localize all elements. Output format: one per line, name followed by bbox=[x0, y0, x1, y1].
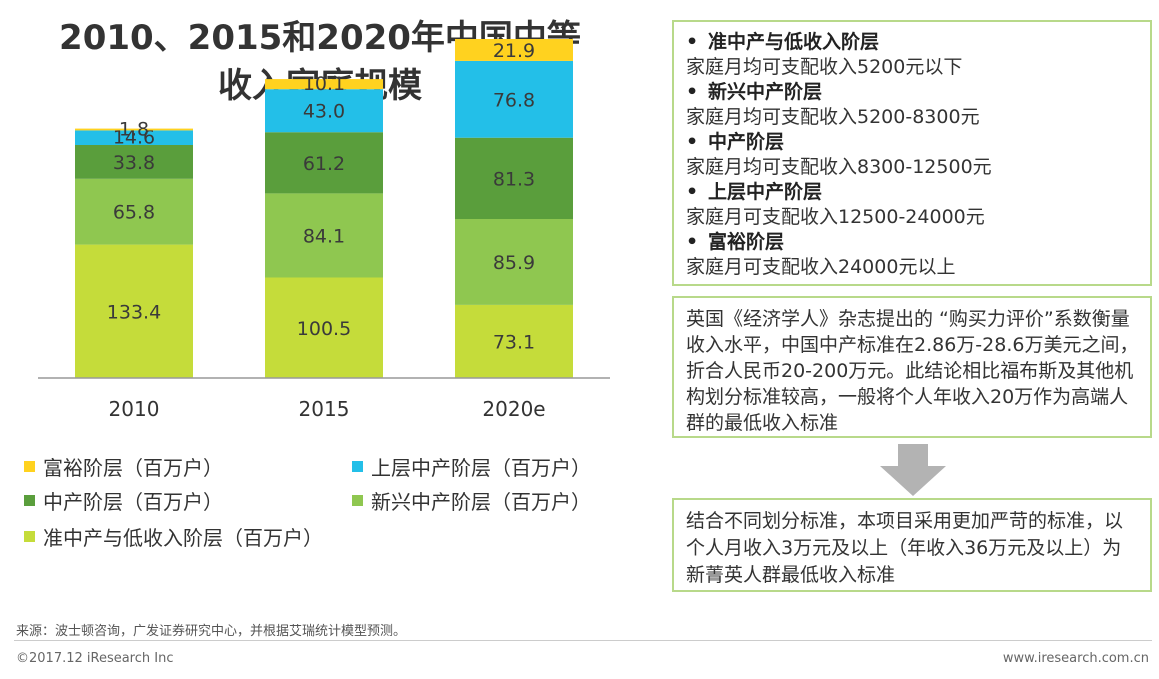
bar-segment-2015-1 bbox=[265, 193, 383, 278]
legend-label-emerging-middle: 新兴中产阶层（百万户） bbox=[371, 490, 591, 514]
economist-note-box: 英国《经济学人》杂志提出的 “购买力评价”系数衡量收入水平，中国中产标准在2.8… bbox=[672, 296, 1152, 438]
legend-label-rich: 富裕阶层（百万户） bbox=[43, 456, 223, 480]
legend-swatch-rich bbox=[24, 461, 35, 472]
data-label-2010-4: 1.8 bbox=[119, 119, 149, 141]
bar-segment-2020e-1 bbox=[455, 219, 573, 305]
bar-segment-2020e-3 bbox=[455, 60, 573, 138]
legend-label-upper-middle: 上层中产阶层（百万户） bbox=[371, 456, 591, 480]
stacked-bar-chart: 133.4 65.8 33.8 14.61.8 2010 100.5 84.1 61.2 43.… bbox=[38, 39, 610, 421]
down-arrow-icon bbox=[880, 444, 946, 496]
definition-desc: 家庭月均可支配收入8300-12500元 bbox=[686, 156, 992, 178]
legend-label-quasi-middle: 准中产与低收入阶层（百万户） bbox=[43, 526, 323, 550]
copyright: ©2017.12 iResearch Inc bbox=[16, 651, 174, 666]
definition-desc: 家庭月可支配收入24000元以上 bbox=[686, 256, 956, 278]
bar-segment-2015-4 bbox=[265, 79, 383, 90]
data-label-2020e-4: 21.9 bbox=[493, 40, 535, 62]
legend-label-middle: 中产阶层（百万户） bbox=[43, 490, 223, 514]
bar-segment-2015-3 bbox=[265, 89, 383, 133]
bar-segment-2015-0 bbox=[265, 277, 383, 378]
website-link[interactable]: www.iresearch.com.cn bbox=[1002, 651, 1149, 666]
definition-item: • 准中产与低收入阶层 家庭月均可支配收入5200元以下 bbox=[686, 30, 1138, 80]
data-label-2015-4: 10.1 bbox=[303, 73, 345, 95]
legend-swatch-upper-middle bbox=[352, 461, 363, 472]
definition-item: • 中产阶层 家庭月均可支配收入8300-12500元 bbox=[686, 130, 1138, 180]
bar-segment-2020e-2 bbox=[455, 137, 573, 219]
data-label-2020e-0: 73.1 bbox=[493, 331, 535, 353]
data-label-2020e-3: 76.8 bbox=[493, 89, 535, 111]
conclusion-box: 结合不同划分标准，本项目采用更加严苛的标准，以个人月收入3万元及以上（年收入36… bbox=[672, 498, 1152, 592]
legend-item-upper-middle: 上层中产阶层（百万户） bbox=[352, 452, 591, 481]
bar-segment-2010-0 bbox=[75, 244, 193, 378]
bar-segment-2015-2 bbox=[265, 132, 383, 194]
bar-segment-2020e-4 bbox=[455, 39, 573, 61]
definition-name: 上层中产阶层 bbox=[708, 181, 823, 203]
definitions-box: • 准中产与低收入阶层 家庭月均可支配收入5200元以下 • 新兴中产阶层 家庭月均… bbox=[672, 20, 1152, 286]
bar-segment-2010-2 bbox=[75, 145, 193, 179]
data-label-2010-1: 65.8 bbox=[113, 202, 155, 224]
definition-item: • 富裕阶层 家庭月可支配收入24000元以上 bbox=[686, 230, 1138, 280]
data-label-2015-0: 100.5 bbox=[297, 318, 351, 340]
legend-swatch-quasi-middle bbox=[24, 531, 35, 542]
definition-name: 中产阶层 bbox=[708, 131, 785, 153]
x-tick-label: 2010 bbox=[109, 397, 160, 421]
data-label-2020e-1: 85.9 bbox=[493, 252, 535, 274]
definition-desc: 家庭月可支配收入12500-24000元 bbox=[686, 206, 985, 228]
definition-name: 准中产与低收入阶层 bbox=[708, 31, 880, 53]
definition-desc: 家庭月均可支配收入5200元以下 bbox=[686, 56, 963, 78]
data-label-2015-1: 84.1 bbox=[303, 225, 345, 247]
data-label-2015-2: 61.2 bbox=[303, 153, 345, 175]
legend-item-middle: 中产阶层（百万户） bbox=[24, 486, 223, 515]
bar-segment-2010-4 bbox=[75, 128, 193, 131]
legend-item-quasi-middle: 准中产与低收入阶层（百万户） bbox=[24, 522, 323, 551]
legend-item-rich: 富裕阶层（百万户） bbox=[24, 452, 223, 481]
data-label-2010-2: 33.8 bbox=[113, 152, 155, 174]
source-note: 来源：波士顿咨询，广发证券研究中心，并根据艾瑞统计模型预测。 bbox=[16, 624, 407, 639]
definition-name: 富裕阶层 bbox=[708, 231, 785, 253]
definition-item: • 上层中产阶层 家庭月可支配收入12500-24000元 bbox=[686, 180, 1138, 230]
definition-desc: 家庭月均可支配收入5200-8300元 bbox=[686, 106, 980, 128]
definition-item: • 新兴中产阶层 家庭月均可支配收入5200-8300元 bbox=[686, 80, 1138, 130]
x-tick-label: 2020e bbox=[482, 397, 545, 421]
legend-swatch-emerging-middle bbox=[352, 495, 363, 506]
bar-segment-2010-1 bbox=[75, 178, 193, 245]
data-label-2015-3: 43.0 bbox=[303, 101, 345, 123]
data-label-2010-3: 14.6 bbox=[113, 127, 155, 149]
data-label-2010-0: 133.4 bbox=[107, 301, 161, 323]
definition-name: 新兴中产阶层 bbox=[708, 81, 823, 103]
bar-segment-2020e-0 bbox=[455, 304, 573, 378]
bar-segment-2010-3 bbox=[75, 130, 193, 145]
x-tick-label: 2015 bbox=[299, 397, 350, 421]
data-label-2020e-2: 81.3 bbox=[493, 168, 535, 190]
legend-swatch-middle bbox=[24, 495, 35, 506]
footer-divider bbox=[14, 640, 1152, 641]
legend-item-emerging-middle: 新兴中产阶层（百万户） bbox=[352, 486, 591, 515]
